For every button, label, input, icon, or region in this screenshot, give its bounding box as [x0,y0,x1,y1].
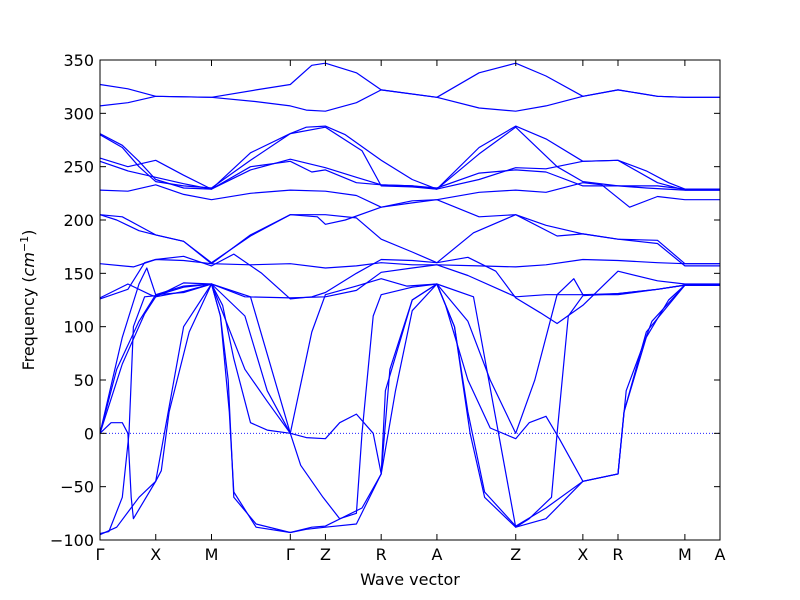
band-line-11 [99,253,720,325]
x-axis-label: Wave vector [360,570,460,589]
y-tick-label: 200 [63,211,94,230]
band-line-6 [99,160,720,191]
x-tick-label: Z [510,545,521,564]
x-tick-label: A [715,545,726,564]
x-tick-label: X [577,545,588,564]
x-tick-label: M [678,545,692,564]
y-tick-label: 350 [63,51,94,70]
plot-background [100,60,720,540]
band-line-9 [99,199,720,267]
band-line-4 [99,126,720,190]
x-tick-label: M [205,545,219,564]
x-tick-label: Z [320,545,331,564]
y-tick-label: 250 [63,158,94,177]
x-tick-label: R [612,545,623,564]
plot-frame [99,59,721,541]
y-axis-ticks: −100 −50 0 50 100 150 200 250 300 350 [50,51,720,550]
band-line-18 [99,283,291,520]
y-tick-label: −100 [50,531,94,550]
series-layer [99,62,720,536]
x-tick-label: Γ [96,545,105,564]
y-tick-label: 300 [63,104,94,123]
band-line-7 [99,182,720,208]
x-tick-label: X [150,545,161,564]
band-line-10 [99,258,720,269]
y-axis-label: Frequency (cm−1) [18,230,38,371]
y-tick-label: −50 [60,478,94,497]
band-line-13 [99,267,720,434]
band-line-16 [99,283,720,536]
y-tick-label: 50 [74,371,94,390]
y-tick-label: 150 [63,264,94,283]
band-line-2 [99,89,720,112]
x-tick-label: Γ [286,545,295,564]
x-tick-label: A [431,545,442,564]
y-tick-label: 100 [63,318,94,337]
y-tick-label: 0 [84,424,94,443]
band-line-17 [99,283,720,535]
x-tick-label: R [376,545,387,564]
